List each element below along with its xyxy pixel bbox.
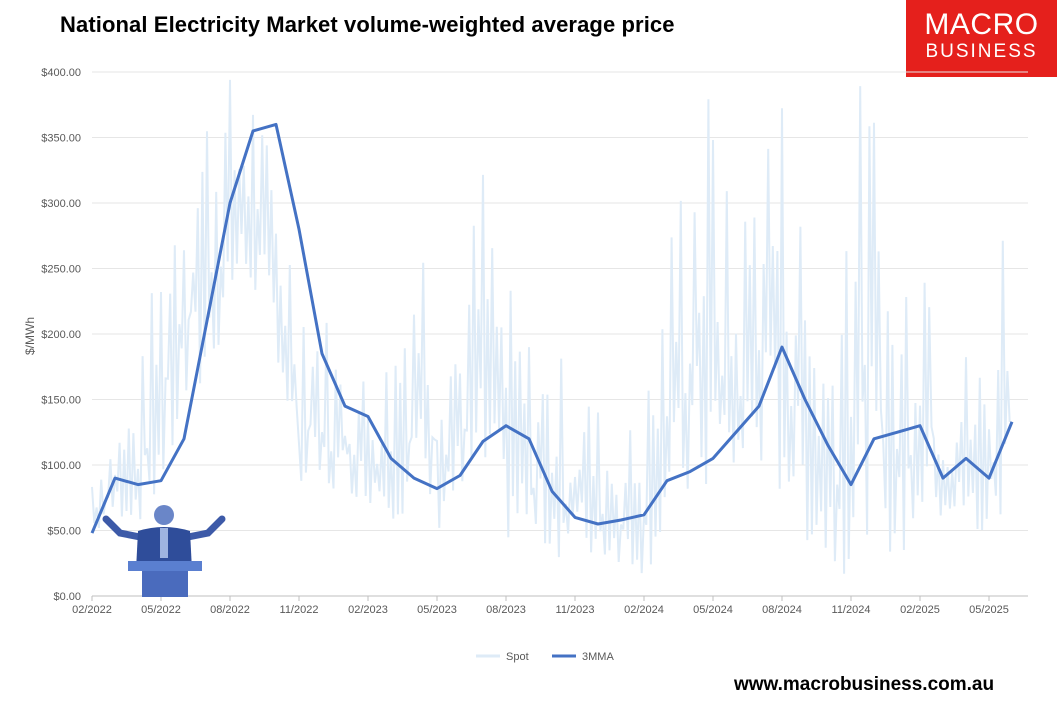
x-tick-label: 05/2022 (141, 604, 181, 616)
x-tick-label: 05/2023 (417, 604, 457, 616)
y-tick-label: $50.00 (47, 526, 81, 538)
legend: Spot 3MMA (476, 651, 614, 663)
y-axis-label: $/MWh (23, 317, 37, 355)
footer-url: www.macrobusiness.com.au (734, 674, 995, 695)
x-tick-label: 05/2024 (693, 604, 733, 616)
y-axis-ticks: $0.00 $50.00 $100.00 $150.00 $200.00 $250.00 $… (41, 67, 81, 603)
legend-label-spot: Spot (506, 651, 529, 663)
y-tick-label: $300.00 (41, 198, 81, 210)
x-axis-ticks: 02/2022 05/2022 08/2022 11/2022 02/2023 05/20… (72, 596, 1009, 616)
logo-line-2: BUSINESS (925, 41, 1038, 62)
3mma-line (90, 122, 1014, 534)
speaker-at-podium-photo (102, 505, 226, 597)
logo-line-1: MACRO (924, 8, 1039, 41)
y-tick-label: $200.00 (41, 329, 81, 341)
y-tick-label: $250.00 (41, 264, 81, 276)
y-tick-label: $100.00 (41, 460, 81, 472)
legend-label-3mma: 3MMA (582, 651, 614, 663)
x-tick-label: 11/2024 (832, 604, 871, 616)
x-tick-label: 08/2023 (486, 604, 526, 616)
x-tick-label: 11/2023 (556, 604, 595, 616)
y-tick-label: $0.00 (53, 591, 81, 603)
x-tick-label: 02/2023 (348, 604, 388, 616)
3mma-series (90, 122, 1014, 534)
spot-line (91, 79, 1011, 574)
x-tick-label: 02/2024 (624, 604, 664, 616)
x-tick-label: 11/2022 (280, 604, 319, 616)
x-tick-label: 02/2025 (900, 604, 940, 616)
y-tick-label: $400.00 (41, 67, 81, 79)
chart-title: National Electricity Market volume-weigh… (60, 12, 675, 37)
x-tick-label: 08/2022 (210, 604, 250, 616)
x-tick-label: 05/2025 (969, 604, 1009, 616)
y-tick-label: $350.00 (41, 133, 81, 145)
x-tick-label: 08/2024 (762, 604, 802, 616)
x-tick-label: 02/2022 (72, 604, 112, 616)
y-tick-label: $150.00 (41, 395, 81, 407)
spot-series (91, 79, 1011, 574)
macro-business-logo: MACRO BUSINESS (906, 0, 1057, 77)
